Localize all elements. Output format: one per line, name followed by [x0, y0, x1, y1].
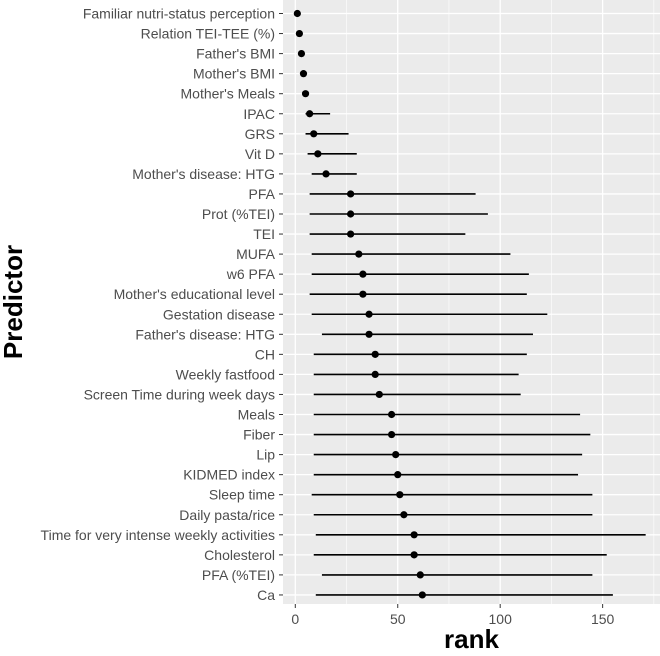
y-tick-label: Screen Time during week days: [84, 386, 275, 402]
y-tick-label: Meals: [238, 407, 275, 423]
y-tick-label: GRS: [245, 126, 275, 142]
data-point: [410, 531, 418, 539]
y-tick-label: Mother's disease: HTG: [132, 166, 275, 182]
y-tick-label: IPAC: [243, 106, 275, 122]
y-tick-label: w6 PFA: [226, 266, 276, 282]
data-point: [394, 471, 402, 479]
y-tick-label: Lip: [256, 447, 275, 463]
plot-panel: [283, 0, 660, 604]
y-tick-label: Daily pasta/rice: [179, 507, 275, 523]
y-tick-label: Prot (%TEI): [202, 206, 275, 222]
data-point: [355, 250, 363, 258]
data-point: [295, 29, 303, 38]
data-point: [299, 70, 308, 78]
data-point: [359, 290, 367, 298]
x-tick-label: 0: [291, 611, 299, 627]
data-point: [301, 90, 310, 98]
y-axis-title: Predictor: [0, 245, 28, 359]
data-point: [396, 491, 404, 499]
data-point: [347, 230, 355, 238]
y-tick-label: Mother's educational level: [114, 286, 275, 302]
data-point: [322, 170, 330, 178]
y-tick-label: KIDMED index: [183, 467, 275, 483]
y-tick-label: PFA (%TEI): [202, 567, 275, 583]
y-tick-labels: Familiar nutri-status perception Relation…: [41, 6, 283, 603]
y-tick-label: Gestation disease: [163, 306, 275, 322]
data-point: [371, 350, 379, 358]
x-tick-label: 50: [390, 611, 406, 627]
data-point: [392, 451, 400, 459]
y-tick-label: Sleep time: [209, 487, 275, 503]
y-tick-label: Vit D: [245, 146, 275, 162]
points: [293, 9, 426, 599]
y-tick-label: Ca: [257, 587, 275, 603]
y-tick-label: PFA: [249, 186, 276, 202]
y-tick-label: Fiber: [243, 427, 275, 443]
y-tick-label: Relation TEI-TEE (%): [141, 26, 275, 42]
data-point: [410, 551, 418, 559]
data-point: [297, 50, 306, 58]
data-point: [293, 9, 301, 18]
data-point: [359, 270, 367, 278]
y-tick-label: Cholesterol: [204, 547, 275, 563]
data-point: [387, 430, 396, 439]
y-tick-label: Time for very intense weekly activities: [41, 527, 275, 543]
data-point: [314, 150, 322, 158]
y-tick-label: Familiar nutri-status perception: [83, 6, 275, 22]
data-point: [365, 330, 373, 338]
y-tick-label: Father's BMI: [196, 46, 275, 62]
data-point: [375, 390, 383, 399]
x-tick-label: 150: [591, 611, 615, 627]
data-point: [365, 310, 373, 318]
data-point: [347, 210, 355, 218]
y-tick-label: Father's disease: HTG: [135, 326, 275, 342]
y-tick-label: TEI: [253, 226, 275, 242]
data-point: [418, 591, 426, 599]
y-tick-label: Mother's BMI: [193, 66, 275, 82]
data-point: [416, 571, 424, 579]
x-axis-title: rank: [444, 624, 499, 654]
data-point: [400, 511, 408, 519]
data-point: [310, 130, 318, 138]
x-tick-labels: 0 50 100 150: [291, 604, 615, 627]
data-point: [387, 410, 396, 419]
y-tick-label: MUFA: [236, 246, 276, 262]
y-tick-label: Mother's Meals: [181, 86, 275, 102]
y-tick-label: CH: [255, 346, 275, 362]
ranges: [305, 112, 646, 596]
data-point: [371, 370, 379, 378]
y-tick-label: Weekly fastfood: [176, 366, 275, 382]
x-tick-label: 100: [489, 611, 513, 627]
data-point: [306, 110, 314, 118]
data-point: [347, 190, 355, 198]
